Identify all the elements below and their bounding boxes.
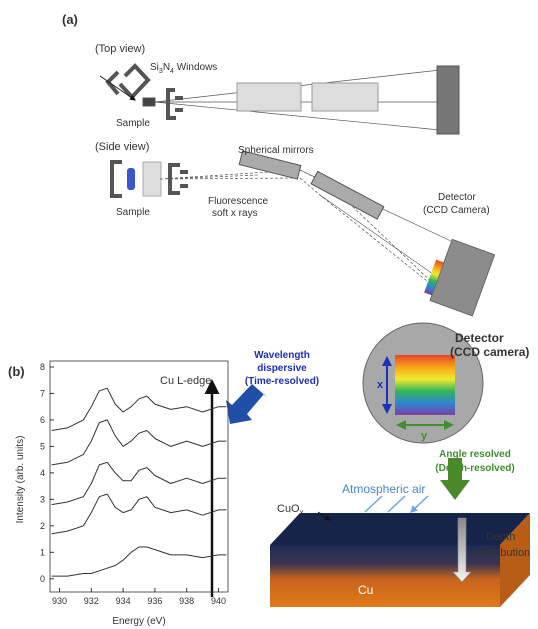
angle-label: (Depth-resolved)	[435, 463, 514, 474]
wavelength-label: Wavelength	[254, 350, 310, 361]
spectrum-line	[52, 494, 227, 534]
y-tick-label: 4	[40, 468, 45, 478]
detector-label: Detector	[455, 331, 504, 345]
shape	[160, 170, 440, 290]
x-tick-label: 932	[84, 596, 99, 606]
spectrum-line	[52, 462, 227, 504]
view-label: (Side view)	[95, 141, 149, 153]
fluorescence-label: Fluorescence	[208, 196, 268, 207]
depth-label: Depth	[486, 531, 515, 543]
x-tick-label: 938	[179, 596, 194, 606]
shape	[226, 384, 268, 424]
shape	[395, 355, 455, 415]
panel-label: (a)	[62, 12, 78, 27]
shape	[100, 76, 135, 100]
x-axis-label: Energy (eV)	[112, 616, 165, 627]
shape	[312, 83, 378, 111]
spectra-chart: 0 1 2 3 4 5 6 7 8 930 932 934 936 938 940 Cu L-edge Ener…	[15, 361, 228, 627]
detector-label: Detector	[438, 192, 476, 203]
y-tick-label: 7	[40, 388, 45, 398]
shape	[311, 171, 384, 219]
x-tick-label: 930	[52, 596, 67, 606]
sample-label: Sample	[116, 118, 150, 129]
y-tick-label: 2	[40, 521, 45, 531]
wavelength-label: (Time-resolved)	[245, 376, 319, 387]
chart-title: Cu L-edge	[160, 375, 211, 387]
axis-x-label: x	[377, 379, 384, 391]
spectrum-line	[52, 388, 227, 430]
mirrors-label: Spherical mirrors	[238, 145, 314, 156]
y-tick-label: 6	[40, 415, 45, 425]
y-tick-label: 5	[40, 441, 45, 451]
angle-label: Angle resolved	[439, 449, 511, 460]
windows-label: Si3N4 Windows	[150, 62, 217, 75]
y-axis-label: Intensity (arb. units)	[15, 436, 26, 524]
detector-label: (CCD Camera)	[423, 205, 490, 216]
y-tick-label: 1	[40, 547, 45, 557]
cuox-label: CuOx	[277, 503, 304, 517]
cu-label: Cu	[358, 583, 373, 597]
y-tick-label: 8	[40, 362, 45, 372]
sample-label: Sample	[116, 207, 150, 218]
depth-label: distribution	[477, 547, 530, 559]
shape	[430, 239, 495, 315]
fluorescence-label: soft x rays	[212, 208, 258, 219]
air-label: Atmospheric air	[342, 482, 425, 496]
label-part: Si	[150, 62, 159, 73]
y-tick-label: 0	[40, 574, 45, 584]
label-part: Windows	[174, 62, 217, 73]
view-label: (Top view)	[95, 43, 145, 55]
shape	[237, 83, 301, 111]
detector-label: (CCD camera)	[450, 345, 529, 359]
x-tick-label: 934	[116, 596, 131, 606]
shape	[437, 66, 459, 134]
y-tick-label: 3	[40, 494, 45, 504]
shape	[108, 66, 148, 97]
spectrum-line	[52, 420, 227, 465]
wavelength-label: dispersive	[257, 363, 307, 374]
shape	[112, 162, 122, 196]
shape	[127, 168, 135, 190]
figure: (a) (Top view) Si3N4 Windows Sample (Sid…	[0, 0, 538, 629]
x-tick-label: 936	[147, 596, 162, 606]
label-part: N	[163, 62, 170, 73]
shape	[143, 162, 161, 196]
label-part: x	[300, 508, 304, 517]
shape	[365, 496, 428, 512]
panel-label: (b)	[8, 364, 25, 379]
shape	[143, 98, 155, 106]
axis-y-label: y	[421, 430, 428, 442]
label-part: CuO	[277, 503, 300, 515]
spectrum-line	[52, 547, 227, 576]
x-tick-label: 940	[211, 596, 226, 606]
panel-a-drawing	[100, 66, 495, 316]
